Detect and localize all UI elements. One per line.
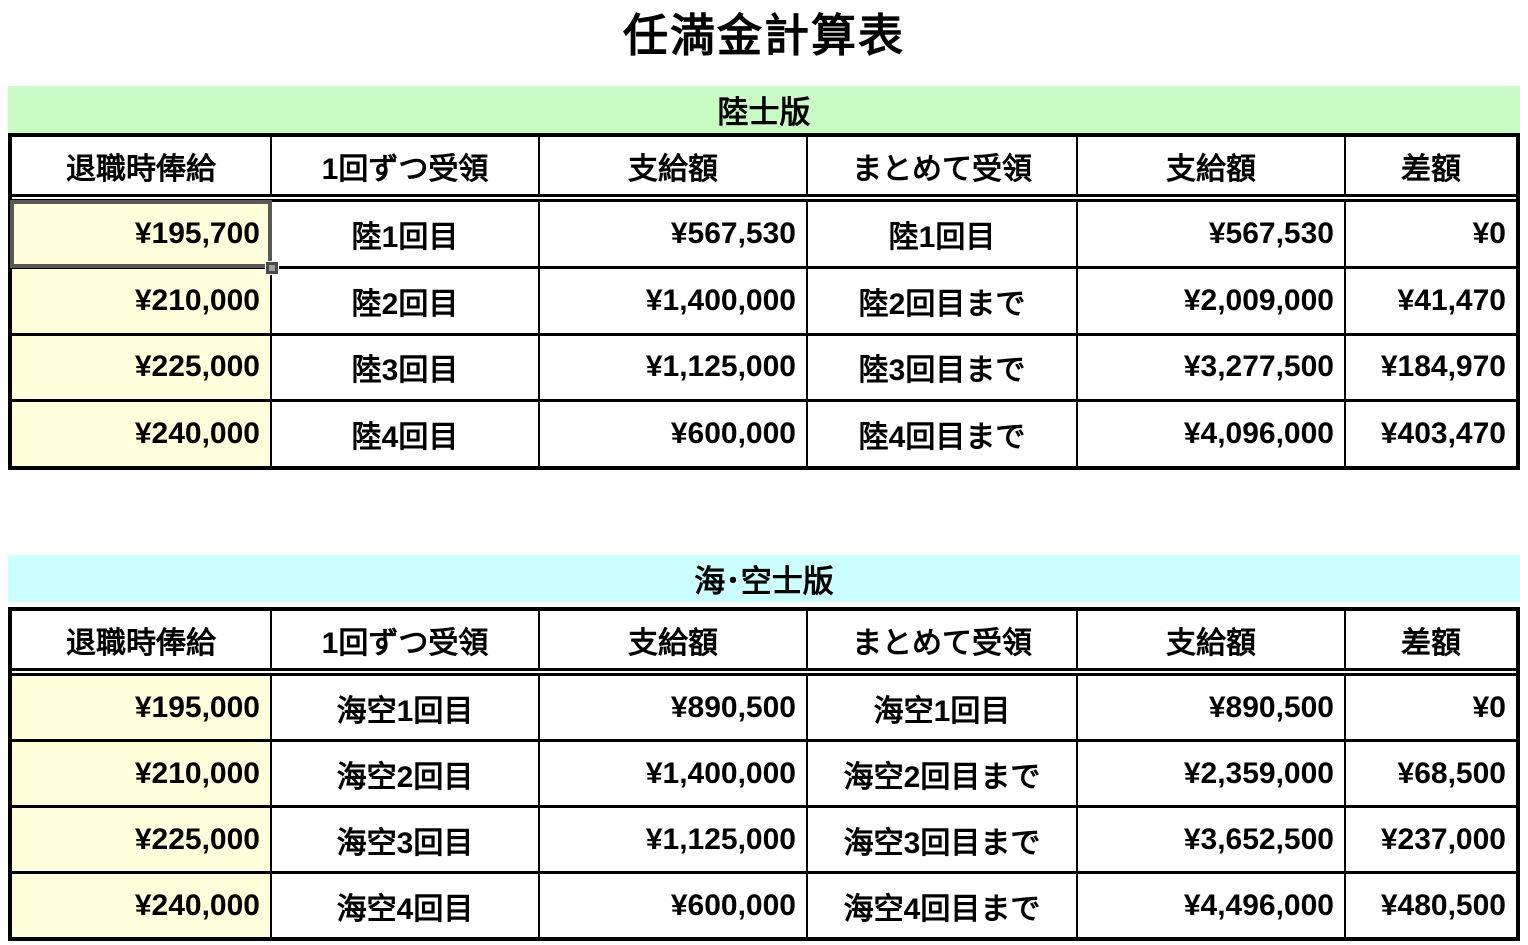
table-cell[interactable]: 海空3回目 bbox=[272, 805, 540, 871]
table-cell[interactable]: 海空1回目 bbox=[272, 673, 540, 739]
table-cell[interactable]: 海空2回目まで bbox=[808, 739, 1078, 805]
table-cell[interactable]: ¥195,000 bbox=[12, 673, 272, 739]
table-cell[interactable]: 陸3回目 bbox=[272, 332, 540, 400]
table-cell[interactable]: ¥890,500 bbox=[1078, 673, 1346, 739]
table-cell[interactable]: 海空1回目 bbox=[808, 673, 1078, 739]
header-divider-line bbox=[12, 671, 1516, 673]
table-cell[interactable]: ¥2,009,000 bbox=[1078, 265, 1346, 333]
band-kaikushi[interactable]: 海･空士版 bbox=[8, 555, 1520, 602]
table-cell[interactable]: ¥2,359,000 bbox=[1078, 739, 1346, 805]
column-header-each[interactable]: 1回ずつ受領 bbox=[272, 611, 540, 671]
sheet-title: 任満金計算表 bbox=[622, 9, 905, 61]
fill-handle-icon[interactable] bbox=[266, 261, 278, 274]
table-cell[interactable]: 陸2回目 bbox=[272, 265, 540, 333]
header-divider-line bbox=[12, 197, 1516, 199]
table-cell[interactable]: ¥3,277,500 bbox=[1078, 332, 1346, 400]
table-cell[interactable]: ¥600,000 bbox=[540, 399, 808, 466]
table-cell[interactable]: ¥1,125,000 bbox=[540, 332, 808, 400]
table-cell[interactable]: ¥210,000 bbox=[12, 265, 272, 333]
table-cell[interactable]: ¥567,530 bbox=[540, 199, 808, 266]
table-cell[interactable]: 海空4回目 bbox=[272, 871, 540, 937]
table-cell[interactable]: ¥0 bbox=[1346, 199, 1516, 266]
table-cell[interactable]: ¥600,000 bbox=[540, 871, 808, 937]
column-header-each[interactable]: 1回ずつ受領 bbox=[272, 137, 540, 197]
column-header-lump[interactable]: まとめて受領 bbox=[808, 137, 1078, 197]
selected-cell[interactable]: ¥195,700 bbox=[10, 199, 278, 274]
table-cell[interactable]: 陸1回目 bbox=[272, 199, 540, 266]
table-cell[interactable]: ¥237,000 bbox=[1346, 805, 1516, 871]
column-header-amount2[interactable]: 支給額 bbox=[1078, 137, 1346, 197]
band-rikushi[interactable]: 陸士版 bbox=[8, 86, 1520, 133]
table-cell[interactable]: ¥1,400,000 bbox=[540, 739, 808, 805]
column-header-amount2[interactable]: 支給額 bbox=[1078, 611, 1346, 671]
table-cell[interactable]: 陸4回目まで bbox=[808, 399, 1078, 466]
table-cell[interactable]: 陸4回目 bbox=[272, 399, 540, 466]
table-cell[interactable]: ¥1,400,000 bbox=[540, 265, 808, 333]
table-cell[interactable]: ¥403,470 bbox=[1346, 399, 1516, 466]
column-header-amount1[interactable]: 支給額 bbox=[540, 137, 808, 197]
table-kaikushi: 退職時俸給 1回ずつ受領 支給額 まとめて受領 支給額 差額 ¥195,000 … bbox=[8, 607, 1520, 941]
table-cell[interactable]: 海空3回目まで bbox=[808, 805, 1078, 871]
table-cell[interactable]: ¥4,496,000 bbox=[1078, 871, 1346, 937]
column-header-diff[interactable]: 差額 bbox=[1346, 611, 1516, 671]
table-cell[interactable]: ¥3,652,500 bbox=[1078, 805, 1346, 871]
table-cell[interactable]: 陸2回目まで bbox=[808, 265, 1078, 333]
table-cell[interactable]: 陸1回目 bbox=[808, 199, 1078, 266]
column-header-diff[interactable]: 差額 bbox=[1346, 137, 1516, 197]
column-header-salary[interactable]: 退職時俸給 bbox=[12, 137, 272, 197]
table-cell[interactable]: ¥890,500 bbox=[540, 673, 808, 739]
table-cell[interactable]: ¥225,000 bbox=[12, 805, 272, 871]
table-cell[interactable]: ¥210,000 bbox=[12, 739, 272, 805]
table-cell[interactable]: ¥68,500 bbox=[1346, 739, 1516, 805]
table-rikushi: 退職時俸給 1回ずつ受領 支給額 まとめて受領 支給額 差額 ¥195,700 … bbox=[8, 133, 1520, 470]
table-cell[interactable]: ¥1,125,000 bbox=[540, 805, 808, 871]
table-cell[interactable]: ¥240,000 bbox=[12, 399, 272, 466]
table-cell[interactable]: 陸3回目まで bbox=[808, 332, 1078, 400]
column-header-amount1[interactable]: 支給額 bbox=[540, 611, 808, 671]
table-cell[interactable]: ¥184,970 bbox=[1346, 332, 1516, 400]
table-cell[interactable]: 海空4回目まで bbox=[808, 871, 1078, 937]
table-cell[interactable]: 海空2回目 bbox=[272, 739, 540, 805]
cell-value: ¥195,700 bbox=[134, 216, 260, 250]
table-cell[interactable]: ¥567,530 bbox=[1078, 199, 1346, 266]
table-cell[interactable]: ¥41,470 bbox=[1346, 265, 1516, 333]
table-cell[interactable]: ¥0 bbox=[1346, 673, 1516, 739]
table-cell[interactable]: ¥480,500 bbox=[1346, 871, 1516, 937]
column-header-lump[interactable]: まとめて受領 bbox=[808, 611, 1078, 671]
column-header-salary[interactable]: 退職時俸給 bbox=[12, 611, 272, 671]
table-cell[interactable]: ¥225,000 bbox=[12, 332, 272, 400]
table-cell[interactable]: ¥240,000 bbox=[12, 871, 272, 937]
table-cell[interactable]: ¥4,096,000 bbox=[1078, 399, 1346, 466]
